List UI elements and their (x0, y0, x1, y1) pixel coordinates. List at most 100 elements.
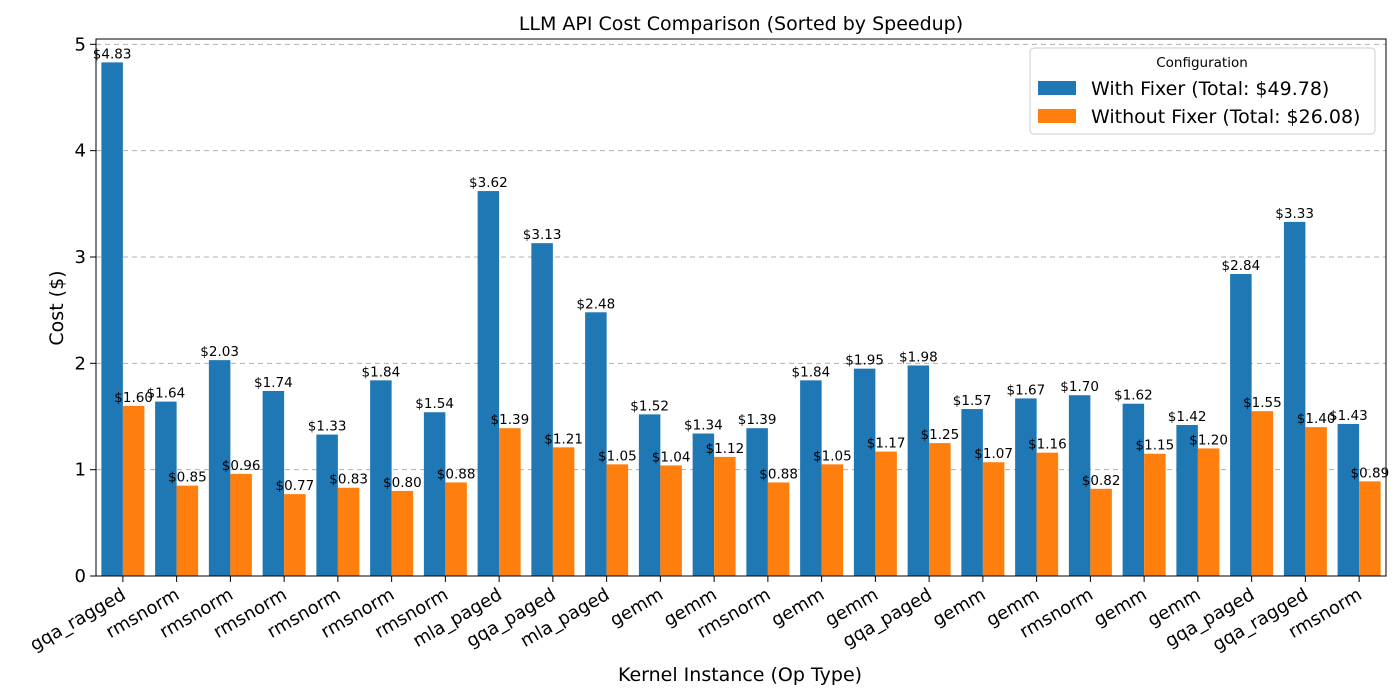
bar-label-without-fixer: $1.16 (1028, 437, 1067, 453)
plot-frame (95, 38, 1387, 577)
bar-without-fixer (1144, 453, 1166, 576)
bar-with-fixer (155, 401, 177, 576)
bar-label-without-fixer: $1.05 (813, 448, 852, 464)
bar-label-without-fixer: $0.83 (329, 472, 368, 488)
legend-title: Configuration (1156, 55, 1248, 71)
bar-label-without-fixer: $1.40 (1297, 411, 1336, 427)
bar-with-fixer (316, 434, 338, 576)
legend-label-without-fixer: Without Fixer (Total: $26.08) (1091, 106, 1360, 128)
bar-with-fixer (853, 368, 876, 576)
bar-with-fixer (585, 312, 607, 576)
bar-label-without-fixer: $1.12 (706, 441, 745, 457)
bar-label-with-fixer: $1.54 (415, 396, 454, 412)
bar-with-fixer (477, 191, 500, 576)
bar-label-with-fixer: $1.57 (953, 393, 992, 409)
bar-label-with-fixer: $2.03 (200, 344, 239, 360)
bar-without-fixer (821, 464, 844, 576)
bar-with-fixer (262, 390, 285, 576)
bar-with-fixer (1068, 395, 1091, 576)
bar-with-fixer (907, 365, 930, 576)
bar-label-without-fixer: $1.60 (114, 390, 153, 406)
bar-label-without-fixer: $1.20 (1189, 432, 1228, 448)
bar-with-fixer (746, 428, 768, 576)
bar-with-fixer (1230, 274, 1252, 576)
bar-without-fixer (552, 447, 575, 576)
bar-label-without-fixer: $1.15 (1136, 438, 1175, 454)
bar-label-with-fixer: $1.52 (630, 398, 669, 414)
bar-label-with-fixer: $1.43 (1329, 408, 1368, 424)
bar-label-with-fixer: $1.64 (147, 386, 186, 402)
bar-with-fixer (1015, 398, 1037, 576)
bar-label-with-fixer: $3.33 (1275, 206, 1314, 222)
bar-without-fixer (1359, 481, 1381, 576)
bar-with-fixer (1283, 221, 1306, 576)
bar-without-fixer (391, 490, 414, 576)
y-tick-label: 5 (75, 34, 86, 55)
bar-without-fixer (714, 456, 736, 576)
bar-without-fixer (499, 428, 521, 576)
bar-without-fixer (1197, 448, 1220, 576)
bar-label-with-fixer: $1.98 (899, 349, 938, 365)
bar-label-without-fixer: $1.21 (544, 431, 583, 447)
bar-without-fixer (1305, 427, 1327, 576)
bar-without-fixer (445, 482, 467, 576)
bar-value-labels: $4.83 $1.64 $2.03 $1.74 $1.33 $1.84 $1.54 $3.62… (93, 46, 1389, 494)
bar-with-fixer (1337, 423, 1360, 576)
bar-with-fixer (208, 360, 231, 576)
bar-without-fixer (875, 451, 897, 576)
bar-label-without-fixer: $1.05 (598, 448, 637, 464)
bar-without-fixer (1090, 488, 1112, 576)
bar-label-without-fixer: $1.39 (491, 412, 530, 428)
legend: Configuration With Fixer (Total: $49.78)… (1029, 47, 1376, 135)
bar-label-without-fixer: $0.96 (222, 458, 261, 474)
bar-label-without-fixer: $1.04 (652, 449, 691, 465)
bar-label-without-fixer: $0.88 (759, 466, 798, 482)
bar-label-without-fixer: $0.77 (276, 478, 315, 494)
bar-with-fixer (1176, 425, 1198, 576)
bar-without-fixer (982, 462, 1005, 576)
bar-with-fixer (531, 243, 553, 577)
bar-label-without-fixer: $1.55 (1243, 395, 1282, 411)
bar-with-fixer (423, 412, 446, 576)
bar-with-fixer (370, 380, 392, 576)
legend-frame (1029, 47, 1376, 135)
y-tick-label: 3 (75, 247, 86, 268)
bar-without-fixer (337, 487, 360, 576)
bar-label-without-fixer: $0.89 (1351, 465, 1390, 481)
legend-swatch-with-fixer (1038, 81, 1076, 95)
bar-label-with-fixer: $3.62 (469, 175, 508, 191)
bar-label-without-fixer: $0.82 (1082, 473, 1121, 489)
bar-label-without-fixer: $0.85 (168, 470, 207, 486)
bar-with-fixer (692, 433, 715, 576)
bars (101, 62, 1381, 577)
bar-without-fixer (284, 494, 306, 576)
bar-label-without-fixer: $0.80 (383, 475, 422, 491)
bar-without-fixer (1036, 452, 1059, 576)
bar-label-with-fixer: $1.39 (738, 412, 777, 428)
y-axis: 0 1 2 3 4 5 (75, 34, 96, 587)
bar-with-fixer (800, 380, 822, 576)
bar-label-with-fixer: $1.84 (792, 364, 831, 380)
y-tick-label: 4 (75, 141, 86, 162)
bar-with-fixer (638, 414, 661, 576)
bar-label-with-fixer: $1.70 (1060, 379, 1099, 395)
bar-label-without-fixer: $1.17 (867, 436, 906, 452)
bar-label-with-fixer: $2.48 (577, 296, 616, 312)
bar-label-without-fixer: $0.88 (437, 466, 476, 482)
bar-with-fixer (1122, 403, 1145, 576)
bar-without-fixer (122, 405, 145, 576)
bar-label-with-fixer: $4.83 (93, 46, 132, 62)
bar-label-with-fixer: $1.34 (684, 418, 723, 434)
bar-without-fixer (606, 464, 629, 576)
bar-label-with-fixer: $1.67 (1007, 382, 1046, 398)
y-tick-label: 0 (75, 566, 86, 587)
bar-label-without-fixer: $1.25 (921, 427, 960, 443)
bar-label-with-fixer: $1.42 (1168, 409, 1207, 425)
bar-label-with-fixer: $2.84 (1222, 258, 1261, 274)
bar-label-with-fixer: $1.95 (845, 353, 884, 369)
y-axis-title: Cost ($) (46, 270, 68, 345)
bar-label-with-fixer: $1.74 (254, 375, 293, 391)
bar-without-fixer (1251, 411, 1274, 576)
bar-with-fixer (101, 62, 123, 577)
bar-label-with-fixer: $1.62 (1114, 388, 1153, 404)
